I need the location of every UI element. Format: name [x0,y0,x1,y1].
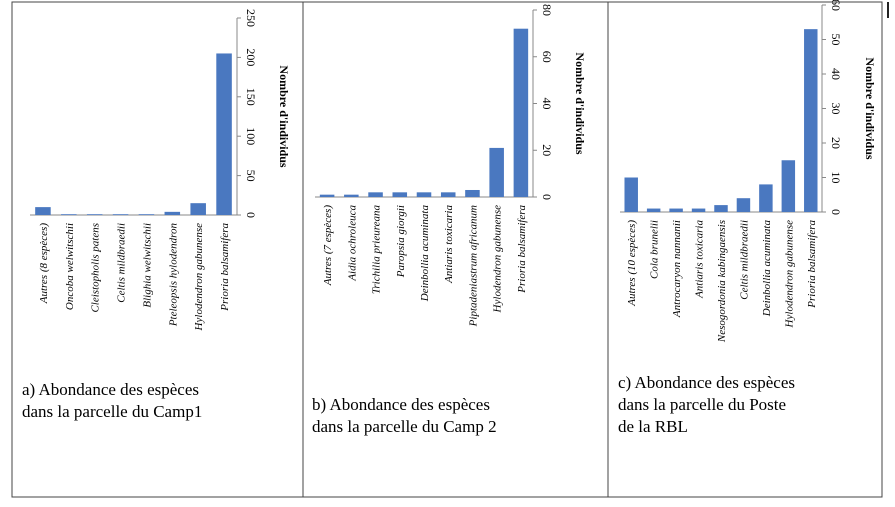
y-tick-label: 0 [244,212,258,218]
bar [759,184,773,212]
caption: dans la parcelle du Poste [618,395,786,414]
x-tick-label: Hylodendron gabunense [193,223,205,332]
bar [61,214,77,215]
bar [736,198,751,212]
bar [368,192,383,197]
caption: dans la parcelle du Camp1 [22,402,202,421]
y-tick-label: 100 [244,127,258,145]
bar [691,208,706,212]
x-tick-label: Antiaris toxicaria [694,220,706,299]
y-tick-label: 0 [540,194,554,200]
y-tick-label: 20 [540,144,554,156]
y-tick-label: 60 [829,0,843,11]
bar [112,214,129,215]
x-tick-label: Hylodendron gabunense [492,205,504,314]
bar [646,208,661,212]
bar [624,177,638,212]
x-tick-label: Celtis mildbraedii [738,220,750,300]
x-tick-label: Oncoba welwitschii [64,223,76,310]
y-tick-label: 200 [244,48,258,66]
bar [465,189,480,197]
x-tick-label: Autres (10 espèces) [626,220,638,307]
x-tick-label: Celtis mildbraedii [116,223,128,303]
x-tick-label: Cleistopholis patens [90,223,102,313]
x-tick-label: Deinbollia acuminata [761,220,773,318]
frame [11,1,883,498]
caption: dans la parcelle du Camp 2 [312,417,497,436]
x-tick-label: Aidia ochroleuca [346,205,358,282]
bar [344,194,359,197]
y-tick-label: 0 [829,209,843,215]
bar [392,192,408,197]
bar [513,28,529,198]
y-axis-label: Nombre d'individus [863,57,877,159]
y-tick-label: 80 [540,4,554,16]
bar [669,208,683,212]
y-tick-label: 250 [244,9,258,27]
bar [138,214,155,215]
bar [804,29,818,213]
x-tick-label: Piptadeniastrum africanum [467,205,479,327]
bar [319,194,335,197]
y-axis-label: Nombre d'individus [573,52,587,154]
bar [781,160,796,212]
bar [489,147,504,197]
caption: b) Abondance des espèces [312,395,490,414]
y-tick-label: 20 [829,137,843,149]
x-tick-label: Deinbollia acuminata [419,205,431,303]
bar [714,205,728,212]
x-tick-label: Paropsia giorgii [395,205,407,278]
bar [440,192,456,197]
x-tick-label: Pteleopsis hylodendron [167,223,179,328]
x-tick-label: Hylodendron gabunense [783,220,795,329]
y-tick-label: 30 [829,103,843,115]
caption: a) Abondance des espèces [22,380,199,399]
bar [216,53,232,216]
x-tick-label: Antiaris toxicaria [443,205,455,284]
y-tick-label: 150 [244,88,258,106]
caption: de la RBL [618,417,688,436]
bar [164,211,181,215]
y-tick-label: 60 [540,51,554,63]
y-tick-label: 10 [829,172,843,184]
x-tick-label: Cola brunelii [649,220,661,279]
x-tick-label: Trichilia prieureana [371,205,383,295]
y-tick-label: 40 [540,98,554,110]
y-axis-label: Nombre d'individus [277,65,291,167]
y-tick-label: 50 [829,34,843,46]
bar [35,207,51,215]
x-tick-label: Autres (8 espèces) [38,223,50,305]
x-tick-label: Prioria balsamifera [516,205,528,294]
y-tick-label: 40 [829,68,843,80]
bar [86,214,103,215]
x-tick-label: Prioria balsamifera [806,220,818,309]
x-tick-label: Nesogordonia kabingaensis [716,220,728,343]
x-tick-label: Autres (7 espèces) [322,205,334,287]
bar [190,203,206,215]
y-tick-label: 50 [244,170,258,182]
caption: c) Abondance des espèces [618,373,795,392]
x-tick-label: Antrocaryon nannanii [671,220,683,318]
x-tick-label: Prioria balsamifera [219,223,231,312]
bar [416,192,432,197]
x-tick-label: Blighia welwitschii [141,223,153,308]
